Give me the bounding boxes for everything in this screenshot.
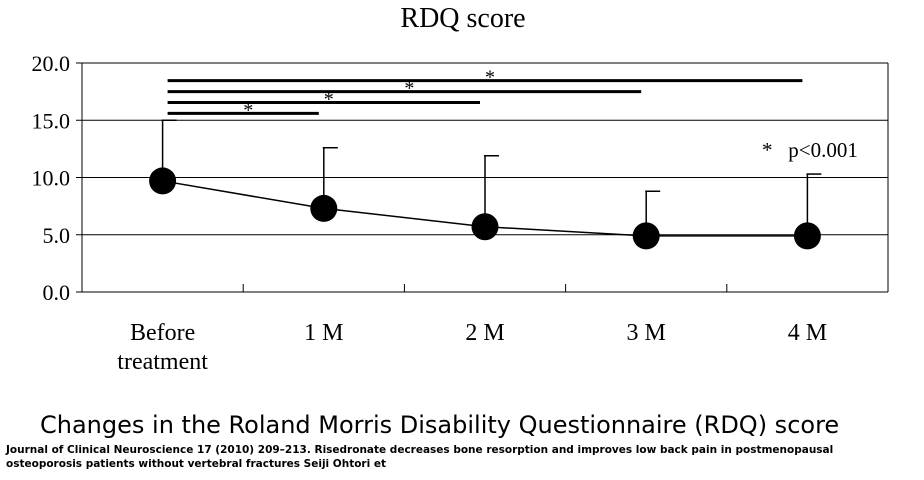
y-tick-label: 10.0 [32,166,71,191]
significance-star: * [485,67,495,89]
x-tick-label: 2 M [465,320,504,346]
data-point [310,194,338,222]
axes [76,62,889,293]
figure-caption: Changes in the Roland Morris Disability … [40,411,840,439]
x-tick-label: 1 M [304,320,343,346]
citation-text: Journal of Clinical Neuroscience 17 (201… [6,444,834,470]
y-tick-label: 5.0 [43,223,71,248]
significance-annotation: * p<0.001 [762,138,858,162]
data-point [471,213,499,241]
significance-star: * [243,99,253,121]
x-tick-label: Before treatment [117,320,208,375]
significance-star: * [404,78,414,100]
significance-bars: * * * * [167,67,803,121]
data-point [149,167,177,195]
data-point [793,222,821,250]
data-points [149,167,821,250]
y-tick-label: 20.0 [32,51,71,76]
y-tick-labels: 0.0 5.0 10.0 15.0 20.0 [32,51,71,305]
data-point [632,222,660,250]
x-tick-labels: Before treatment 1 M 2 M 3 M 4 M [117,320,827,375]
chart-title: RDQ score [400,3,525,34]
y-tick-label: 15.0 [32,108,71,133]
x-tick-label: 3 M [627,320,666,346]
y-tick-label: 0.0 [43,280,71,305]
x-tick-label: 4 M [788,320,827,346]
significance-star: * [324,88,334,110]
